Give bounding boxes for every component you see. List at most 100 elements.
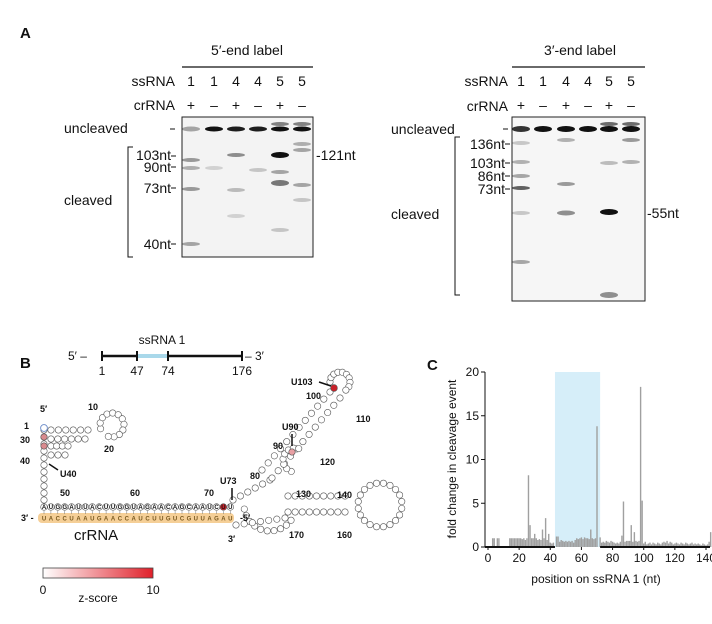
gel-band xyxy=(600,209,618,215)
bar xyxy=(675,542,678,547)
nucleotide xyxy=(314,402,322,410)
bar xyxy=(543,538,545,547)
nucleotide xyxy=(270,452,278,460)
bar xyxy=(624,541,626,547)
nucleotide xyxy=(277,525,285,533)
nucleotide-letter: G xyxy=(180,505,185,511)
nucleotide xyxy=(229,496,237,504)
bar xyxy=(639,386,642,547)
nucleotide xyxy=(379,479,387,487)
crrna-nucleotide: A xyxy=(132,517,137,523)
bar xyxy=(509,538,511,547)
nucleotide-letter: A xyxy=(138,505,143,511)
nucleotide-letter: A xyxy=(42,505,47,511)
nucleotide xyxy=(392,517,400,525)
bar xyxy=(619,541,622,547)
x-tick-label: 40 xyxy=(544,551,558,565)
right-gel-panel: 3′-end label ssRNA crRNA 1+1–4+4–5+5– un… xyxy=(391,42,679,302)
x-tick-label: 120 xyxy=(665,551,685,565)
bar xyxy=(516,538,519,547)
nucleotide xyxy=(273,515,281,523)
map-tick-47: 47 xyxy=(130,364,144,378)
x-tick-label: 100 xyxy=(634,551,654,565)
bar xyxy=(664,542,667,547)
panel-label-a: A xyxy=(20,25,31,42)
bar xyxy=(616,542,618,547)
nucleotide xyxy=(110,433,118,441)
marker-103nt: 103nt xyxy=(470,155,505,171)
bar xyxy=(588,539,590,547)
gel-band xyxy=(622,122,640,126)
marker-40nt: 40nt xyxy=(144,236,171,252)
bar xyxy=(638,540,640,547)
arrow-u40 xyxy=(48,463,59,471)
nucleotide xyxy=(257,525,265,533)
pos-120: 120 xyxy=(320,457,335,467)
lane-ssrna: 4 xyxy=(584,73,592,89)
bar xyxy=(510,538,513,547)
lane-ssrna: 5 xyxy=(276,73,284,89)
bar xyxy=(524,540,527,547)
nucleotide xyxy=(226,503,234,511)
nucleotide-letter: C xyxy=(214,505,219,511)
site-u90: U90 xyxy=(282,422,299,432)
lane-ssrna: 1 xyxy=(517,73,525,89)
bar xyxy=(529,525,531,547)
nucleotide-letter: A xyxy=(201,505,206,511)
lane-ssrna: 4 xyxy=(562,73,570,89)
nucleotide-letter: C xyxy=(187,505,192,511)
nucleotide xyxy=(98,414,106,422)
bar xyxy=(563,541,565,547)
crrna-nucleotide: U xyxy=(138,517,142,523)
nucleotide-letter: A xyxy=(90,505,95,511)
gel-band xyxy=(271,152,289,158)
gel-band xyxy=(182,242,200,246)
lane-crrna: + xyxy=(187,97,195,113)
gel-band xyxy=(512,211,530,215)
lane-ssrna: 1 xyxy=(187,73,195,89)
bar xyxy=(540,540,542,547)
bar xyxy=(671,542,673,547)
nucleotide xyxy=(320,508,328,516)
bar xyxy=(515,538,517,547)
panel-label-c: C xyxy=(427,357,438,374)
bar xyxy=(568,540,570,547)
nucleotide xyxy=(284,508,292,516)
bar xyxy=(535,538,537,547)
bar xyxy=(621,535,623,547)
gel-band xyxy=(271,228,289,232)
bar xyxy=(599,537,601,547)
bar xyxy=(596,426,598,547)
marker-73nt: 73nt xyxy=(144,180,171,196)
cleaved-bracket xyxy=(127,146,133,258)
gel-band xyxy=(182,126,200,132)
nucleotide xyxy=(386,521,394,529)
bar xyxy=(666,540,668,547)
nucleotide xyxy=(396,511,404,519)
nucleotide xyxy=(109,503,117,511)
bar xyxy=(692,544,695,547)
nucleotide xyxy=(74,503,83,511)
nucleotide-letter: G xyxy=(145,505,150,511)
nucleotide xyxy=(164,503,172,511)
nucleotide xyxy=(54,435,62,443)
nucleotide xyxy=(185,503,193,511)
gel-band xyxy=(622,138,640,142)
y-tick-label: 0 xyxy=(472,540,479,554)
x-tick-label: 140 xyxy=(696,551,712,565)
crrna-nucleotide: C xyxy=(180,517,185,523)
crrna-nucleotide: U xyxy=(173,517,177,523)
uncleaved-label: uncleaved xyxy=(391,121,455,137)
bar xyxy=(688,544,690,547)
nucleotide-letter: A xyxy=(152,505,157,511)
map-3prime: – 3′ xyxy=(245,349,265,363)
bar xyxy=(653,543,656,547)
crrna-label: crRNA xyxy=(74,527,118,544)
pos-3prime: 3′ xyxy=(228,534,235,544)
bar xyxy=(614,543,617,547)
nucleotide xyxy=(277,445,285,453)
nucleotide xyxy=(307,409,315,417)
bar xyxy=(697,543,699,547)
nucleotide xyxy=(298,508,306,516)
bar xyxy=(618,543,620,547)
